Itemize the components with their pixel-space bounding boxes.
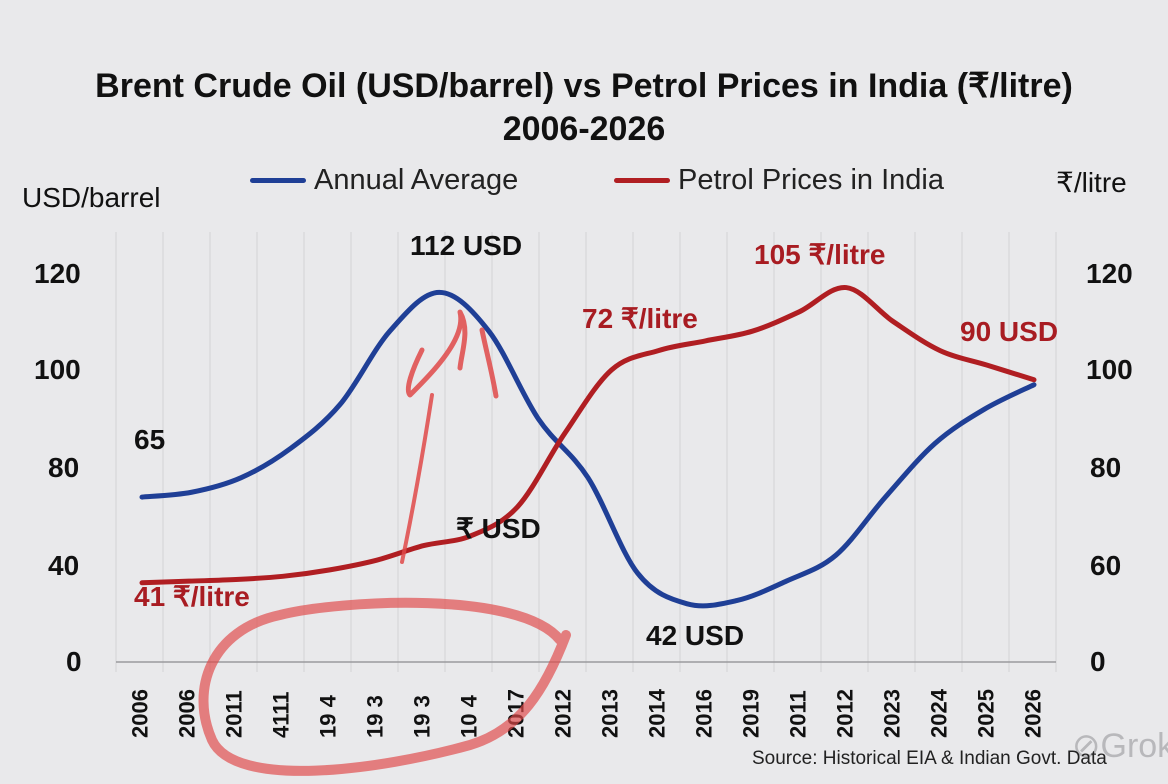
x-tick-label: 2025: [974, 689, 999, 738]
legend-swatch-annual-average: [250, 178, 306, 183]
x-tick-label: 2023: [880, 689, 905, 738]
x-tick-label: 2012: [551, 689, 576, 738]
handwritten-scribble: [198, 309, 571, 776]
annotation-petrol-mid: 72 ₹/litre: [582, 303, 698, 334]
annotation-low-usd: 42 USD: [646, 620, 745, 651]
y-left-tick: 80: [48, 452, 80, 483]
y-right-tick: 100: [1086, 354, 1133, 385]
x-tick-label: 2019: [739, 689, 764, 738]
x-tick-label: 2011: [222, 690, 247, 738]
x-tick-label: 4111: [269, 691, 294, 738]
x-tick-label: 2014: [645, 688, 670, 738]
annotation-peak-usd: 112 USD: [410, 230, 523, 261]
x-tick-label: 19 3: [363, 695, 388, 738]
y-right-tick: 120: [1086, 258, 1133, 289]
legend-label-petrol: Petrol Prices in India: [678, 164, 944, 196]
y-right-tick: 80: [1090, 452, 1122, 483]
x-tick-label: 2011: [786, 690, 811, 738]
x-tick-label: 2006: [128, 689, 153, 738]
y-right-axis-title: ₹/litre: [1056, 167, 1127, 198]
x-tick-label: 2006: [175, 689, 200, 738]
annotation-petrol-start: 41 ₹/litre: [134, 581, 250, 612]
watermark-text: Grok: [1100, 727, 1168, 765]
legend-2: Petrol Prices in India: [614, 164, 944, 197]
y-left-tick: 120: [34, 258, 81, 289]
legend-swatch-petrol: [614, 178, 670, 183]
x-tick-label: 10 4: [457, 694, 482, 738]
annotation-start-usd: 65: [134, 424, 166, 455]
series-lines: [139, 285, 1037, 609]
legend-label-annual-average: Annual Average: [314, 164, 519, 196]
x-tick-label: 2016: [692, 689, 717, 738]
y-right-tick: 60: [1090, 550, 1122, 581]
x-tick-label: 19 3: [410, 695, 435, 738]
y-left-tick: 40: [48, 550, 80, 581]
watermark-logo: ⊘Grok: [1072, 726, 1168, 766]
y-right-tick: 0: [1090, 646, 1106, 677]
chart-subtitle: 2006-2026: [502, 110, 666, 148]
source-note: Source: Historical EIA & Indian Govt. Da…: [752, 748, 1107, 769]
legend: Annual Average: [250, 164, 518, 197]
grid: [115, 232, 1057, 672]
y-left-axis-title: USD/barrel: [22, 182, 161, 213]
x-tick-label: 2024: [927, 688, 952, 738]
grok-logo-icon: ⊘: [1072, 727, 1101, 765]
annotation-rupee-usd: ₹ USD: [456, 513, 541, 544]
chart-title: Brent Crude Oil (USD/barrel) vs Petrol P…: [95, 67, 1073, 105]
x-ticks: 2006 2006 2011 4111 19 4 19 3 19 3 10 4 2017 2012…: [128, 688, 1046, 738]
x-tick-label: 2012: [833, 689, 858, 738]
x-tick-label: 2013: [598, 689, 623, 738]
y-left-tick: 100: [34, 354, 81, 385]
series-line-petrol-prices: [139, 285, 1037, 586]
series-line-annual-average: [139, 289, 1037, 609]
annotation-end-usd: 90 USD: [960, 316, 1059, 347]
y-left-tick: 0: [66, 646, 82, 677]
annotation-petrol-peak: 105 ₹/litre: [754, 239, 886, 270]
x-tick-label: 19 4: [316, 694, 341, 738]
x-tick-label: 2026: [1021, 689, 1046, 738]
